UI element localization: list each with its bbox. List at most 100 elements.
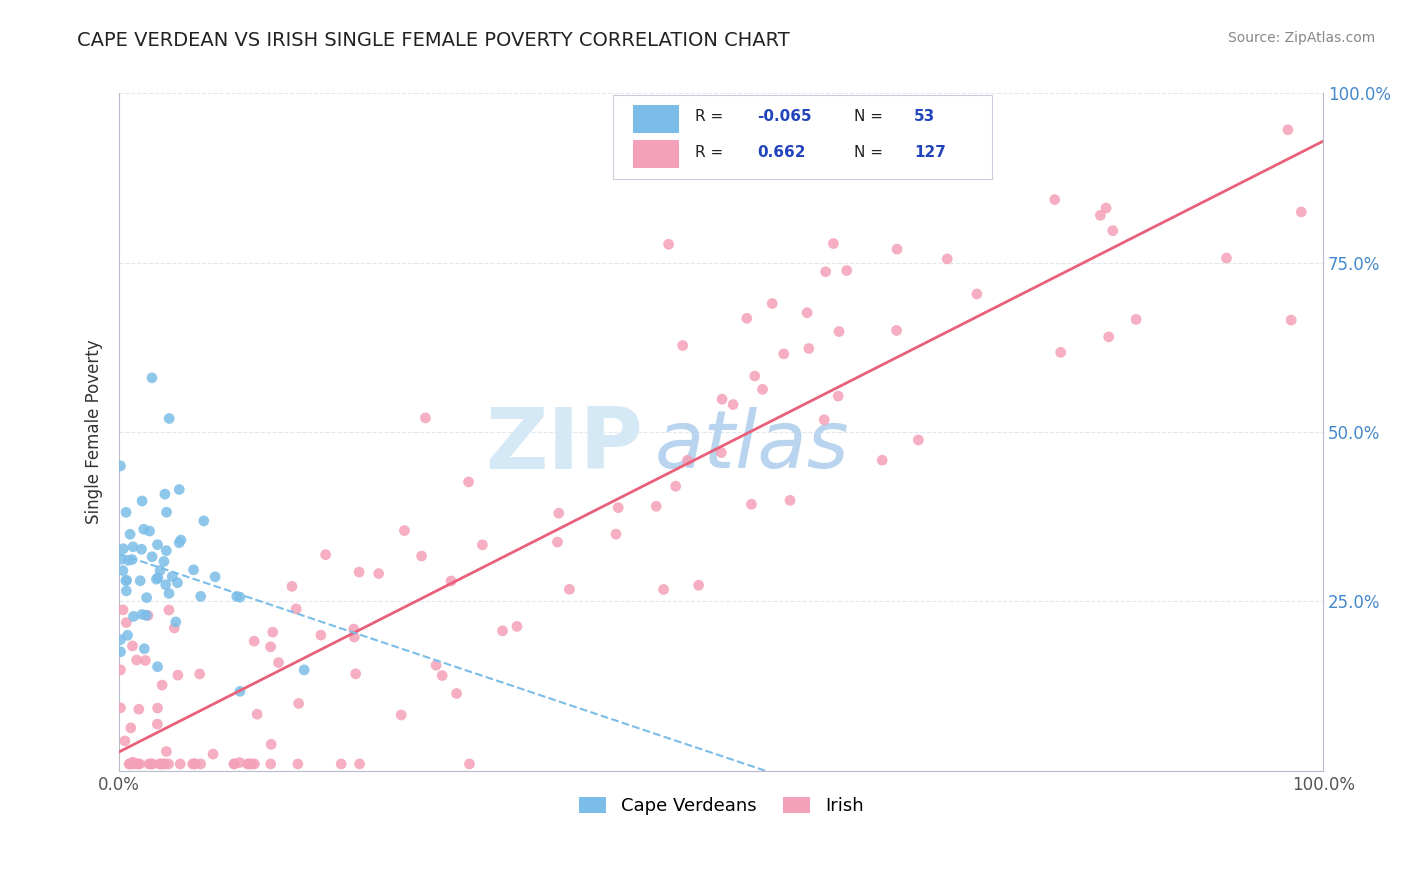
- Point: [117, 628, 139, 642]
- Point: [131, 494, 153, 508]
- Point: [115, 505, 138, 519]
- Point: [287, 756, 309, 771]
- Text: R =: R =: [695, 145, 728, 161]
- Point: [236, 756, 259, 771]
- Point: [228, 756, 250, 770]
- Point: [458, 756, 481, 771]
- Point: [155, 505, 177, 519]
- Point: [411, 549, 433, 563]
- Point: [157, 586, 180, 600]
- Point: [110, 645, 132, 659]
- Point: [110, 700, 132, 714]
- Point: [115, 574, 138, 588]
- Point: [118, 756, 141, 771]
- Point: [315, 548, 337, 562]
- Point: [134, 641, 156, 656]
- Point: [155, 744, 177, 758]
- Point: [886, 242, 908, 256]
- Text: atlas: atlas: [655, 407, 849, 484]
- Point: [430, 668, 453, 682]
- Point: [285, 602, 308, 616]
- Point: [149, 756, 172, 771]
- Point: [190, 756, 212, 771]
- Point: [1098, 330, 1121, 344]
- Point: [157, 411, 180, 425]
- Text: N =: N =: [853, 109, 887, 123]
- Text: 53: 53: [914, 109, 935, 123]
- Point: [1291, 205, 1313, 219]
- Point: [115, 615, 138, 630]
- Point: [110, 632, 132, 647]
- Point: [150, 678, 173, 692]
- Point: [645, 500, 668, 514]
- Point: [141, 371, 163, 385]
- Point: [131, 542, 153, 557]
- Point: [163, 621, 186, 635]
- Point: [153, 756, 176, 771]
- Point: [658, 237, 681, 252]
- Point: [166, 668, 188, 682]
- Point: [136, 608, 159, 623]
- Point: [114, 734, 136, 748]
- Point: [141, 549, 163, 564]
- Text: ZIP: ZIP: [485, 404, 643, 487]
- Point: [183, 563, 205, 577]
- Point: [138, 756, 160, 771]
- Point: [907, 433, 929, 447]
- Point: [870, 453, 893, 467]
- Point: [225, 590, 247, 604]
- Point: [814, 265, 837, 279]
- Point: [347, 565, 370, 579]
- Point: [1101, 224, 1123, 238]
- Point: [202, 747, 225, 761]
- Point: [243, 634, 266, 648]
- Point: [165, 615, 187, 629]
- Point: [710, 445, 733, 459]
- Point: [721, 397, 744, 411]
- Point: [155, 543, 177, 558]
- Text: R =: R =: [695, 109, 728, 123]
- Point: [190, 590, 212, 604]
- Point: [652, 582, 675, 597]
- Point: [287, 697, 309, 711]
- Point: [183, 756, 205, 771]
- Point: [141, 756, 163, 771]
- Text: Source: ZipAtlas.com: Source: ZipAtlas.com: [1227, 31, 1375, 45]
- Point: [772, 347, 794, 361]
- Point: [118, 756, 141, 771]
- Point: [115, 574, 138, 588]
- Text: -0.065: -0.065: [758, 109, 811, 123]
- Point: [506, 619, 529, 633]
- Point: [1277, 122, 1299, 136]
- Point: [112, 541, 135, 556]
- Point: [240, 756, 263, 771]
- Point: [111, 603, 134, 617]
- Point: [389, 708, 412, 723]
- Point: [222, 756, 245, 771]
- Point: [343, 622, 366, 636]
- Text: CAPE VERDEAN VS IRISH SINGLE FEMALE POVERTY CORRELATION CHART: CAPE VERDEAN VS IRISH SINGLE FEMALE POVE…: [77, 31, 790, 50]
- Point: [229, 590, 252, 604]
- Point: [672, 338, 695, 352]
- Point: [1090, 208, 1112, 222]
- Point: [122, 755, 145, 769]
- Point: [135, 591, 157, 605]
- Point: [243, 756, 266, 771]
- Point: [1095, 201, 1118, 215]
- Point: [1043, 193, 1066, 207]
- Text: N =: N =: [853, 145, 887, 161]
- Point: [259, 640, 281, 654]
- Point: [605, 527, 627, 541]
- Point: [125, 756, 148, 771]
- Point: [146, 571, 169, 585]
- Point: [110, 663, 132, 677]
- Point: [1279, 313, 1302, 327]
- Point: [344, 666, 367, 681]
- Point: [349, 756, 371, 771]
- Point: [491, 624, 513, 638]
- Point: [170, 533, 193, 547]
- Point: [125, 653, 148, 667]
- Point: [688, 578, 710, 592]
- Point: [779, 493, 801, 508]
- Point: [157, 603, 180, 617]
